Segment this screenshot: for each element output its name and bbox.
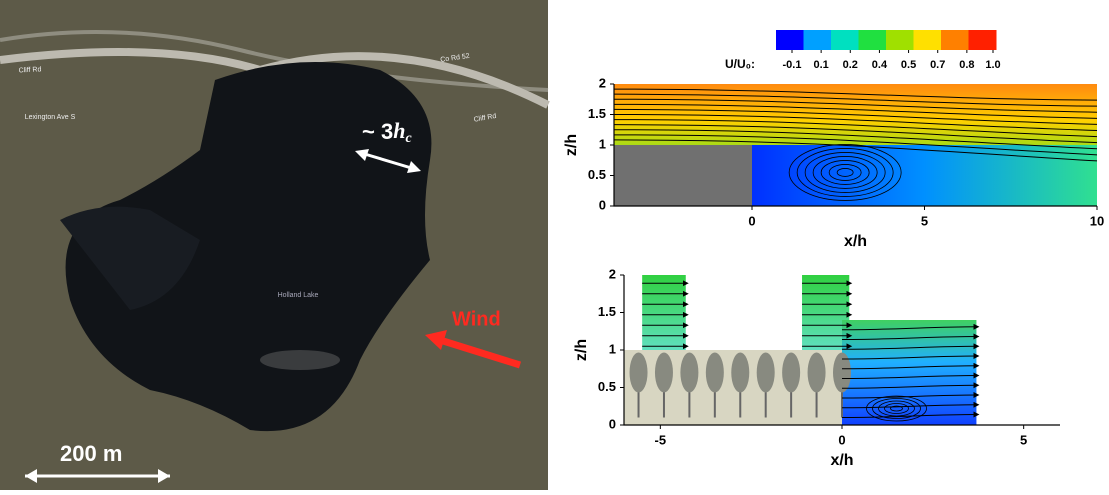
colorbar-swatch (831, 30, 859, 50)
colorbar-swatch (776, 30, 804, 50)
y-tick-label: 2 (599, 75, 606, 90)
y-axis-label: z/h (563, 134, 580, 156)
y-tick-label: 0 (609, 416, 616, 431)
map-label: Cliff Rd (18, 66, 41, 74)
colorbar-tick-label: 0.8 (959, 59, 974, 71)
spacing-text: ~ 3 (362, 119, 393, 144)
colorbar-swatch (804, 30, 832, 50)
colorbar-swatch (886, 30, 914, 50)
y-axis-label: z/h (573, 339, 590, 361)
tree-crown (757, 353, 775, 393)
y-tick-label: 1.5 (598, 304, 616, 319)
colorbar-tick-label: 0.1 (813, 59, 828, 71)
y-tick-label: 1.5 (588, 106, 606, 121)
x-axis-label: x/h (830, 452, 853, 469)
x-axis-label: x/h (844, 233, 867, 250)
velocity-field (642, 275, 686, 350)
x-tick-label: 5 (921, 213, 928, 228)
x-tick-label: 0 (748, 213, 755, 228)
wake-field (752, 145, 1097, 206)
spacing-label: ~ 3hc (362, 118, 412, 146)
y-tick-label: 1 (599, 136, 606, 151)
y-tick-label: 0.5 (588, 167, 606, 182)
tree-crown (680, 353, 698, 393)
figure: Co Rd 52Cliff RdCliff RdLexington Ave SH… (0, 0, 1109, 490)
y-tick-label: 0 (599, 197, 606, 212)
tree-crown (655, 353, 673, 393)
tree-crown (782, 353, 800, 393)
y-tick-label: 1 (609, 341, 616, 356)
colorbar-tick-label: 0.7 (930, 59, 945, 71)
map-label: Holland Lake (278, 292, 319, 299)
colorbar-label: U/U₀: (725, 57, 755, 71)
wake-field (842, 320, 976, 425)
spacing-var: h (393, 118, 405, 143)
canopy-block (614, 145, 752, 206)
map-label: Lexington Ave S (25, 114, 76, 121)
colorbar-swatch (969, 30, 997, 50)
colorbar-tick-label: 0.4 (872, 59, 888, 71)
wind-label: Wind (452, 308, 501, 330)
x-tick-label: 10 (1090, 213, 1104, 228)
colorbar-tick-label: 0.2 (843, 59, 858, 71)
x-tick-label: 0 (838, 432, 845, 447)
tree-crown (731, 353, 749, 393)
colorbar-tick-label: -0.1 (783, 59, 802, 71)
colorbar-swatch (914, 30, 942, 50)
tree-crown (808, 353, 826, 393)
tree-crown (706, 353, 724, 393)
spacing-sub: c (405, 131, 412, 146)
tree-crown (630, 353, 648, 393)
scale-label: 200 m (60, 441, 122, 466)
x-tick-label: 5 (1020, 432, 1027, 447)
colorbar-tick-label: 1.0 (985, 59, 1000, 71)
colorbar-tick-label: 0.5 (901, 59, 916, 71)
colorbar-swatch (941, 30, 969, 50)
x-tick-label: -5 (655, 432, 667, 447)
aerial-photo (0, 0, 548, 490)
colorbar-swatch (859, 30, 887, 50)
y-tick-label: 2 (609, 266, 616, 281)
y-tick-label: 0.5 (598, 379, 616, 394)
